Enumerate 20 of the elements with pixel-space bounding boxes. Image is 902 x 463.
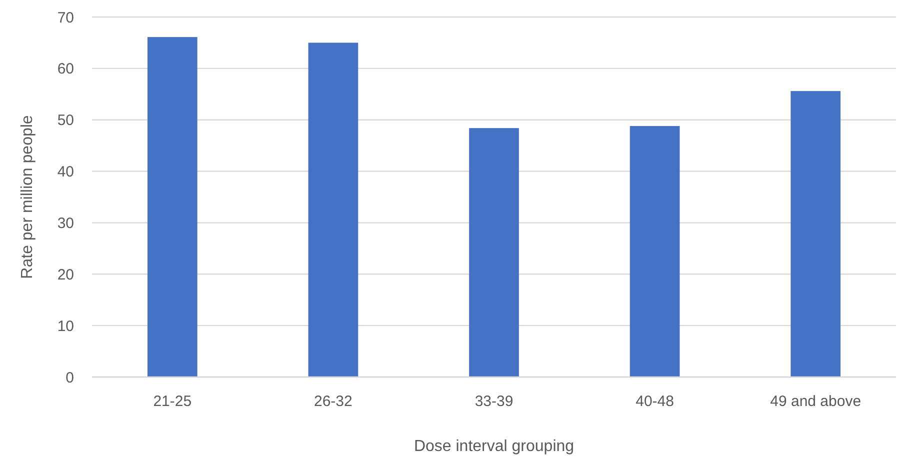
y-tick-label: 40 — [57, 164, 74, 181]
y-tick-label: 30 — [57, 214, 74, 232]
x-tick-label: 40-48 — [636, 393, 674, 410]
y-tick-label: 0 — [66, 369, 74, 386]
y-tick-label: 20 — [57, 266, 74, 284]
y-tick-label: 60 — [57, 60, 74, 78]
bar — [790, 91, 841, 377]
bar — [630, 126, 680, 377]
x-tick-label: 26-32 — [314, 393, 352, 410]
x-axis-title: Dose interval grouping — [414, 438, 574, 455]
bar — [147, 37, 198, 377]
x-tick-label: 33-39 — [474, 393, 514, 410]
bar — [469, 128, 519, 377]
y-tick-label: 70 — [57, 9, 74, 26]
x-tick-label: 21-25 — [153, 393, 192, 410]
bar — [308, 42, 358, 377]
y-tick-label: 10 — [57, 318, 74, 335]
y-tick-label: 50 — [57, 112, 74, 130]
y-axis-title: Rate per million people — [19, 115, 36, 279]
x-tick-label: 49 and above — [770, 393, 862, 410]
